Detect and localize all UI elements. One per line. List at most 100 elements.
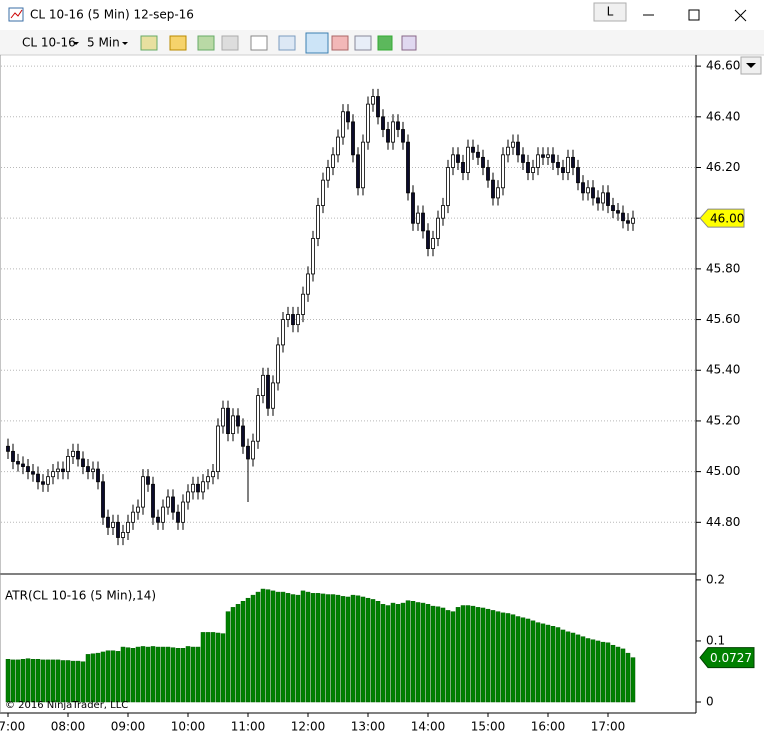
bar — [415, 602, 421, 703]
candle-body — [621, 212, 625, 222]
data-box-button[interactable] — [305, 32, 329, 54]
candle-body — [531, 167, 535, 173]
candle-body — [421, 212, 425, 232]
candle-body — [181, 501, 185, 523]
toolbar-icons — [140, 32, 417, 54]
bar — [580, 636, 586, 703]
candle-body — [6, 445, 10, 452]
candle-body — [96, 468, 100, 483]
bar — [75, 660, 81, 703]
candle-body — [201, 481, 205, 493]
bar — [65, 660, 71, 703]
bar — [185, 646, 191, 703]
bar — [590, 639, 596, 703]
bar — [190, 646, 196, 703]
bar — [500, 612, 506, 703]
candle-body — [426, 230, 430, 249]
candle-body — [376, 96, 380, 118]
zoom-out-button[interactable] — [221, 35, 239, 51]
bar — [610, 644, 616, 703]
bar — [450, 611, 456, 703]
instrument-selector[interactable]: CL 10-16 — [22, 36, 76, 50]
bar — [85, 654, 91, 703]
x-tick-label: 13:00 — [351, 720, 386, 734]
bar — [495, 611, 501, 703]
candle-body — [51, 471, 55, 478]
magnify-button[interactable] — [278, 35, 296, 51]
candle-body — [311, 238, 315, 275]
chart-style-button[interactable] — [140, 35, 158, 51]
bar — [135, 646, 141, 703]
y-tick-label: 45.20 — [706, 413, 740, 427]
bar — [200, 632, 206, 703]
bar — [265, 589, 271, 703]
candle-body — [441, 205, 445, 219]
interval-selector[interactable]: 5 Min — [87, 36, 120, 50]
bar — [210, 632, 216, 703]
bar — [150, 646, 156, 703]
bar — [245, 597, 251, 703]
candle-body — [221, 407, 225, 427]
bar — [295, 594, 301, 703]
bar — [510, 614, 516, 703]
link-button-label[interactable]: L — [607, 5, 614, 19]
y-tick-label: 46.60 — [706, 59, 740, 73]
candle-body — [331, 154, 335, 168]
pointer-button[interactable] — [250, 35, 268, 51]
zoom-in-button[interactable] — [197, 35, 215, 51]
bar — [465, 605, 471, 703]
candle-body — [501, 154, 505, 189]
panel-menu-arrow[interactable] — [746, 63, 756, 68]
bar — [390, 602, 396, 703]
bar — [5, 659, 11, 703]
bar — [335, 594, 341, 703]
candle-body — [161, 506, 165, 523]
interval-dropdown-arrow[interactable] — [122, 42, 128, 45]
candle-body — [366, 103, 370, 143]
maximize-button[interactable] — [688, 9, 700, 21]
candle-body — [186, 491, 190, 503]
bar — [560, 629, 566, 703]
bar — [410, 601, 416, 703]
bar — [140, 646, 146, 703]
bar — [615, 646, 621, 703]
indicators-button[interactable] — [331, 35, 349, 51]
properties-button[interactable] — [401, 35, 417, 51]
orders-button[interactable] — [377, 35, 393, 51]
candle-body — [581, 182, 585, 194]
close-button[interactable] — [734, 9, 747, 22]
bar — [90, 653, 96, 703]
candle-body — [476, 151, 480, 158]
candle-body — [631, 217, 635, 224]
x-tick-label: 12:00 — [291, 720, 326, 734]
indicator-title: ATR(CL 10-16 (5 Min),14) — [5, 589, 156, 603]
strategies-button[interactable] — [354, 35, 372, 51]
drawing-tool-button[interactable] — [169, 35, 187, 51]
candle-body — [406, 141, 410, 194]
candle-body — [431, 238, 435, 249]
candle-body — [336, 136, 340, 156]
candle-body — [541, 154, 545, 158]
candle-body — [16, 461, 20, 465]
window-title: CL 10-16 (5 Min) 12-sep-16 — [30, 8, 194, 22]
bar — [455, 607, 461, 703]
candle-body — [611, 205, 615, 211]
candle-body — [176, 511, 180, 523]
bar — [535, 622, 541, 703]
bar — [605, 642, 611, 703]
bar — [530, 620, 536, 703]
candle-body — [86, 466, 90, 473]
bar — [345, 596, 351, 703]
bar — [425, 604, 431, 703]
instrument-dropdown-arrow[interactable] — [73, 42, 79, 45]
y-tick-label: 45.60 — [706, 312, 740, 326]
bar — [440, 607, 446, 703]
candle-body — [11, 450, 15, 462]
candle-body — [91, 468, 95, 473]
candle-body — [301, 293, 305, 315]
bar — [110, 650, 116, 703]
bar — [395, 604, 401, 703]
bar — [430, 605, 436, 703]
link-button[interactable] — [593, 2, 627, 22]
bar — [80, 661, 86, 703]
